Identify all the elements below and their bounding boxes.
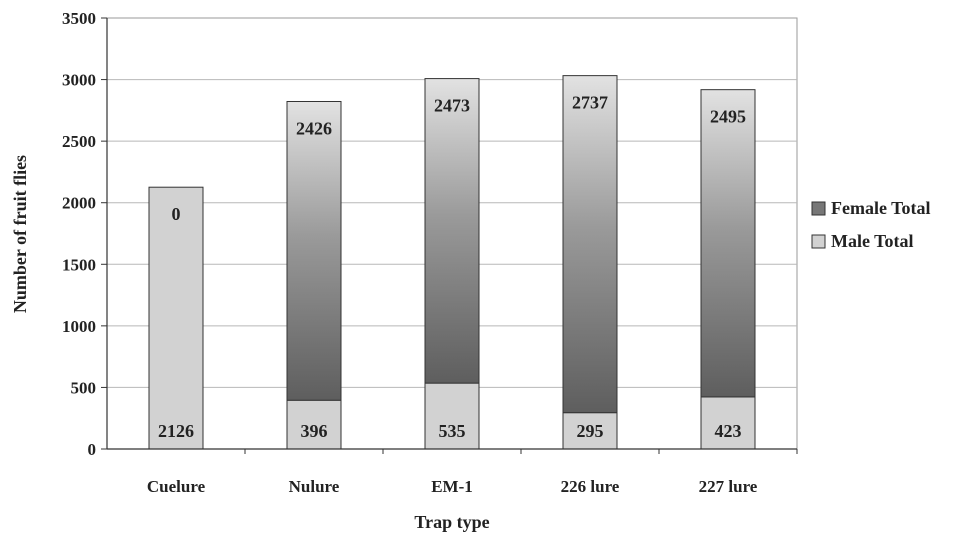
x-tick-label: 227 lure <box>699 477 758 496</box>
y-tick-label: 3500 <box>62 9 96 28</box>
data-label-female: 2737 <box>572 93 608 113</box>
bar-male-em-1 <box>424 382 480 450</box>
data-label-male: 423 <box>715 421 742 441</box>
bar-female-nulure <box>286 100 342 401</box>
legend-entry: Male Total <box>831 231 914 251</box>
data-labels: 2126 0 396 2426 535 2473 295 2737 423 2495 <box>158 93 746 441</box>
x-tick-label: Nulure <box>289 477 340 496</box>
axes: 0 500 1000 1500 2000 2500 3000 3500 Cuelure Nulur… <box>62 9 798 496</box>
legend: Female Total Male Total <box>811 198 931 251</box>
data-label-female: 2426 <box>296 118 332 138</box>
bar-female-227-lure <box>700 89 756 398</box>
data-label-male: 535 <box>439 421 466 441</box>
y-tick-label: 500 <box>71 378 97 397</box>
x-tick-label: EM-1 <box>431 477 473 496</box>
data-label-female: 2495 <box>710 107 746 127</box>
data-label-male: 295 <box>577 421 604 441</box>
legend-swatch <box>811 234 826 249</box>
bar-female-226-lure <box>562 75 618 414</box>
y-tick-label: 1500 <box>62 255 96 274</box>
bar-female-em-1 <box>424 78 480 384</box>
x-tick-label: Cuelure <box>147 477 206 496</box>
data-label-female: 2473 <box>434 96 470 116</box>
data-label-male: 2126 <box>158 421 194 441</box>
y-tick-label: 1000 <box>62 317 96 336</box>
data-label-male: 396 <box>301 421 328 441</box>
data-label-female: 0 <box>172 204 181 224</box>
y-axis-label: Number of fruit flies <box>10 155 30 313</box>
legend-swatch <box>811 201 826 216</box>
x-tick-label: 226 lure <box>561 477 620 496</box>
bar-male-cuelure <box>148 186 204 450</box>
y-tick-label: 2500 <box>62 132 96 151</box>
y-tick-label: 0 <box>88 440 97 459</box>
x-axis-label: Trap type <box>414 512 489 532</box>
legend-entry: Female Total <box>831 198 931 218</box>
bars <box>148 75 756 450</box>
y-tick-label: 2000 <box>62 194 96 213</box>
y-tick-label: 3000 <box>62 71 96 90</box>
